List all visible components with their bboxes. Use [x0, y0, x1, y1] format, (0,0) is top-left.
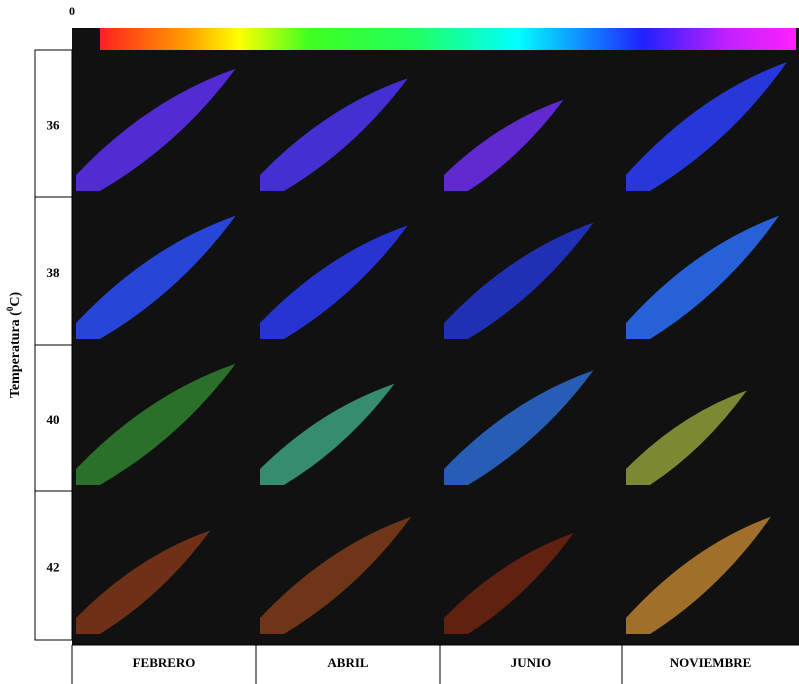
- column-label: JUNIO: [511, 655, 551, 670]
- y-axis-title: Temperatura (0C): [5, 292, 23, 399]
- column-label: NOVIEMBRE: [670, 655, 752, 670]
- figure: 0 Temperatura (0C) 36 38 40 42 FEBRERO ABRIL J…: [0, 0, 799, 684]
- column-label: ABRIL: [327, 655, 369, 670]
- row-label: 40: [47, 412, 60, 427]
- row-label: 38: [47, 265, 61, 280]
- colorbar-label: 0: [69, 4, 75, 18]
- row-label: 36: [47, 117, 61, 132]
- column-label: FEBRERO: [133, 655, 196, 670]
- colorbar: [100, 28, 796, 50]
- row-label: 42: [47, 559, 60, 574]
